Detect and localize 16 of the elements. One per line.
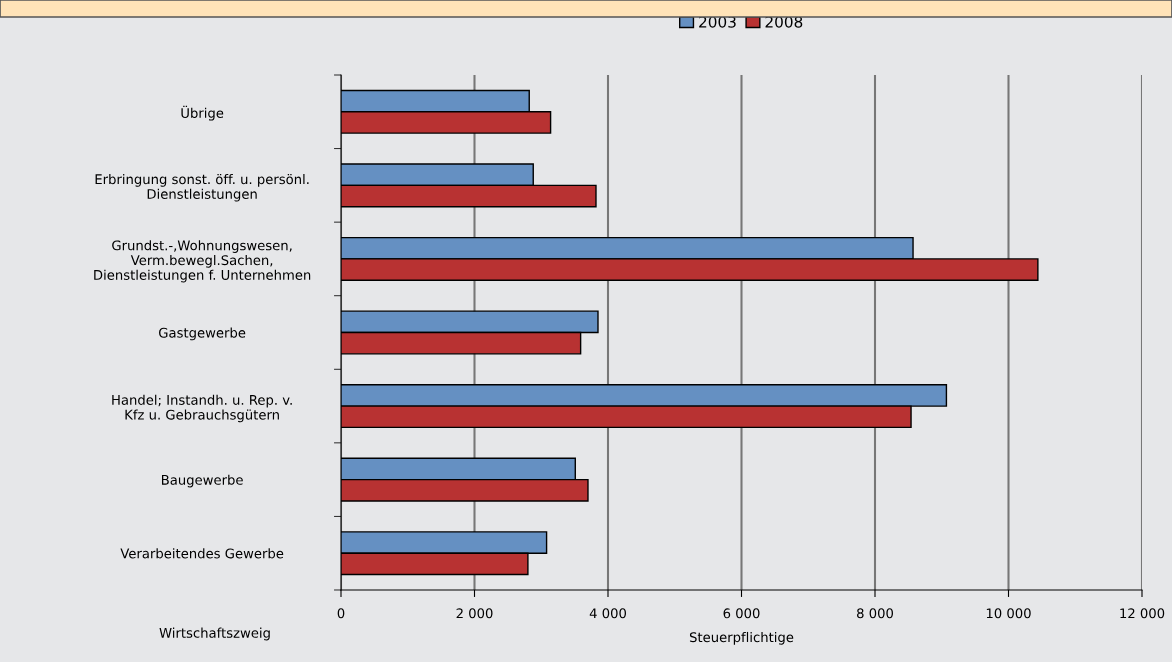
x-tick-label: 12 000: [1120, 608, 1165, 619]
x-tick-label: 8 000: [857, 608, 894, 619]
y-tick-label: Baugewerbe: [161, 474, 243, 488]
y-tick-label: Verarbeitendes Gewerbe: [120, 548, 284, 559]
text: Wirtschaftszweig: [159, 627, 270, 641]
x-tick-label: 10 000: [986, 608, 1031, 619]
x-tick-label: 2 000: [456, 608, 493, 619]
x-axis-title: Steuerpflichtige: [689, 631, 794, 645]
y-tick-label: Grundst.-,Wohnungswesen, Verm.bewegl.Sachen, Dienstleistungen f. Unternehmen: [94, 240, 311, 283]
y-tick-label: Erbringung sonst. öff. u. persönl. Dienstleistungen: [95, 173, 309, 202]
y-tick-label: Gastgewerbe: [159, 327, 246, 341]
x-tick-label: 4 000: [589, 608, 627, 619]
x-tick-label: 0: [337, 608, 345, 619]
y-tick-label: Handel; Instandh. u. Rep. v. Kfz u. Gebrauchsgütern: [112, 394, 292, 423]
x-tick-label: 6 000: [723, 608, 760, 619]
y-tick-label: Übrige: [181, 105, 224, 121]
